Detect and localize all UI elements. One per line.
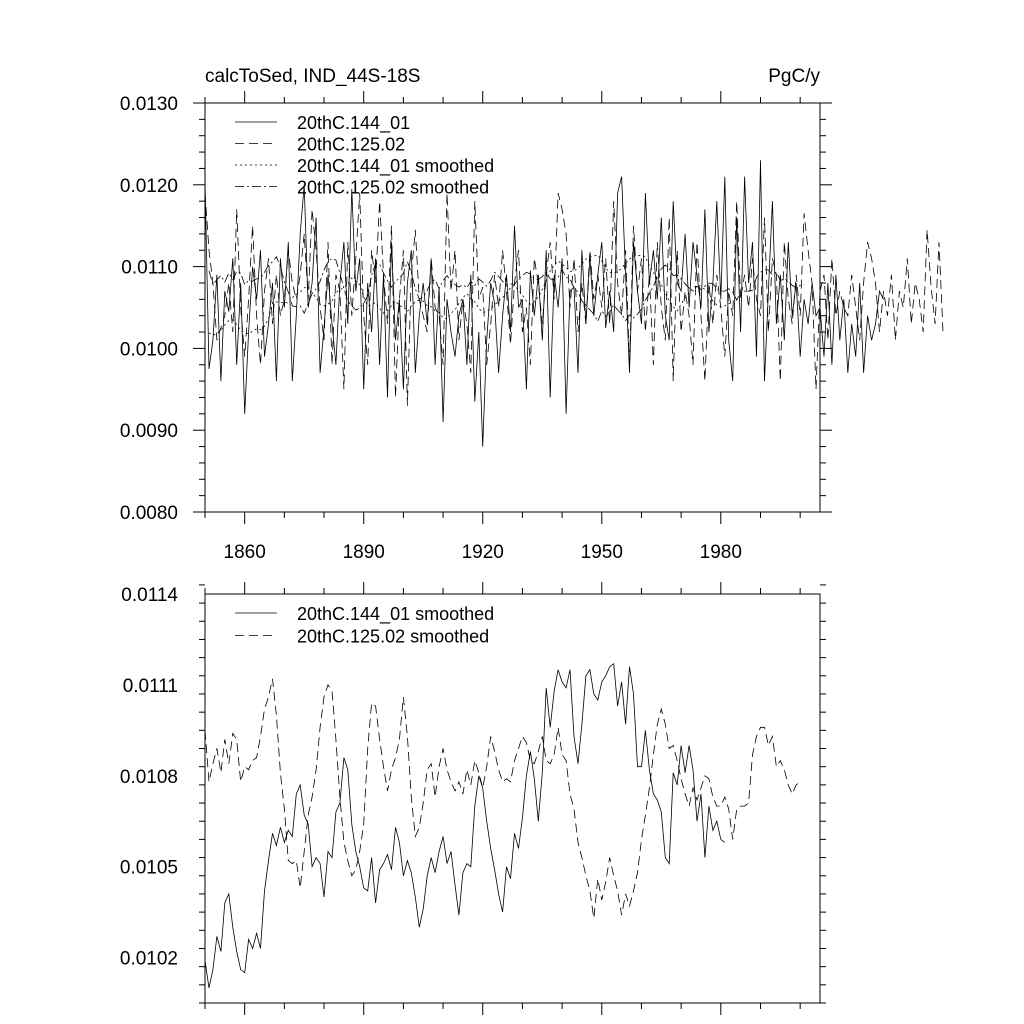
x-tick-label: 1890	[343, 542, 385, 563]
x-tick-label: 1950	[581, 542, 623, 563]
y-tick-label: 0.0110	[121, 258, 178, 279]
x-tick-label: 1860	[224, 542, 266, 563]
x-tick-label: 1980	[700, 542, 742, 563]
chart-title: calcToSed, IND_44S-18S	[205, 66, 420, 87]
legend-label: 20thC.125.02 smoothed	[297, 627, 489, 647]
series-line-0	[204, 662, 726, 988]
y-tick-label: 0.0130	[120, 94, 178, 115]
y-tick-label: 0.0080	[120, 503, 178, 524]
legend-label: 20thC.144_01	[297, 113, 410, 134]
y-tick-label: 0.0114	[121, 585, 178, 606]
x-tick-label: 1920	[462, 542, 504, 563]
series-line-2	[208, 254, 733, 336]
y-tick-label: 0.0108	[120, 767, 178, 788]
y-tick-label: 0.0120	[120, 176, 178, 197]
bottom-panel: 0.0102 0.0105 0.0108 0.0111 0.0114 20thC.144_…	[120, 582, 826, 1015]
y-tick-label: 0.0102	[120, 949, 178, 970]
series-line-1	[204, 678, 801, 919]
legend-label: 20thC.144_01 smoothed	[297, 156, 494, 177]
legend-label: 20thC.125.02 smoothed	[297, 178, 489, 198]
units-label: PgC/y	[768, 66, 820, 87]
legend-label: 20thC.125.02	[297, 135, 405, 155]
y-tick-label: 0.0111	[123, 676, 178, 697]
plot-frame	[204, 593, 821, 1004]
series-line-3	[208, 256, 805, 323]
series-line-1	[204, 192, 944, 406]
y-tick-label: 0.0105	[120, 858, 178, 879]
legend-label: 20thC.144_01 smoothed	[297, 604, 494, 625]
y-tick-label: 0.0090	[120, 421, 178, 442]
y-tick-label: 0.0100	[120, 339, 178, 360]
top-panel: calcToSed, IND_44S-18S PgC/y 1860 1890 192…	[120, 66, 944, 563]
